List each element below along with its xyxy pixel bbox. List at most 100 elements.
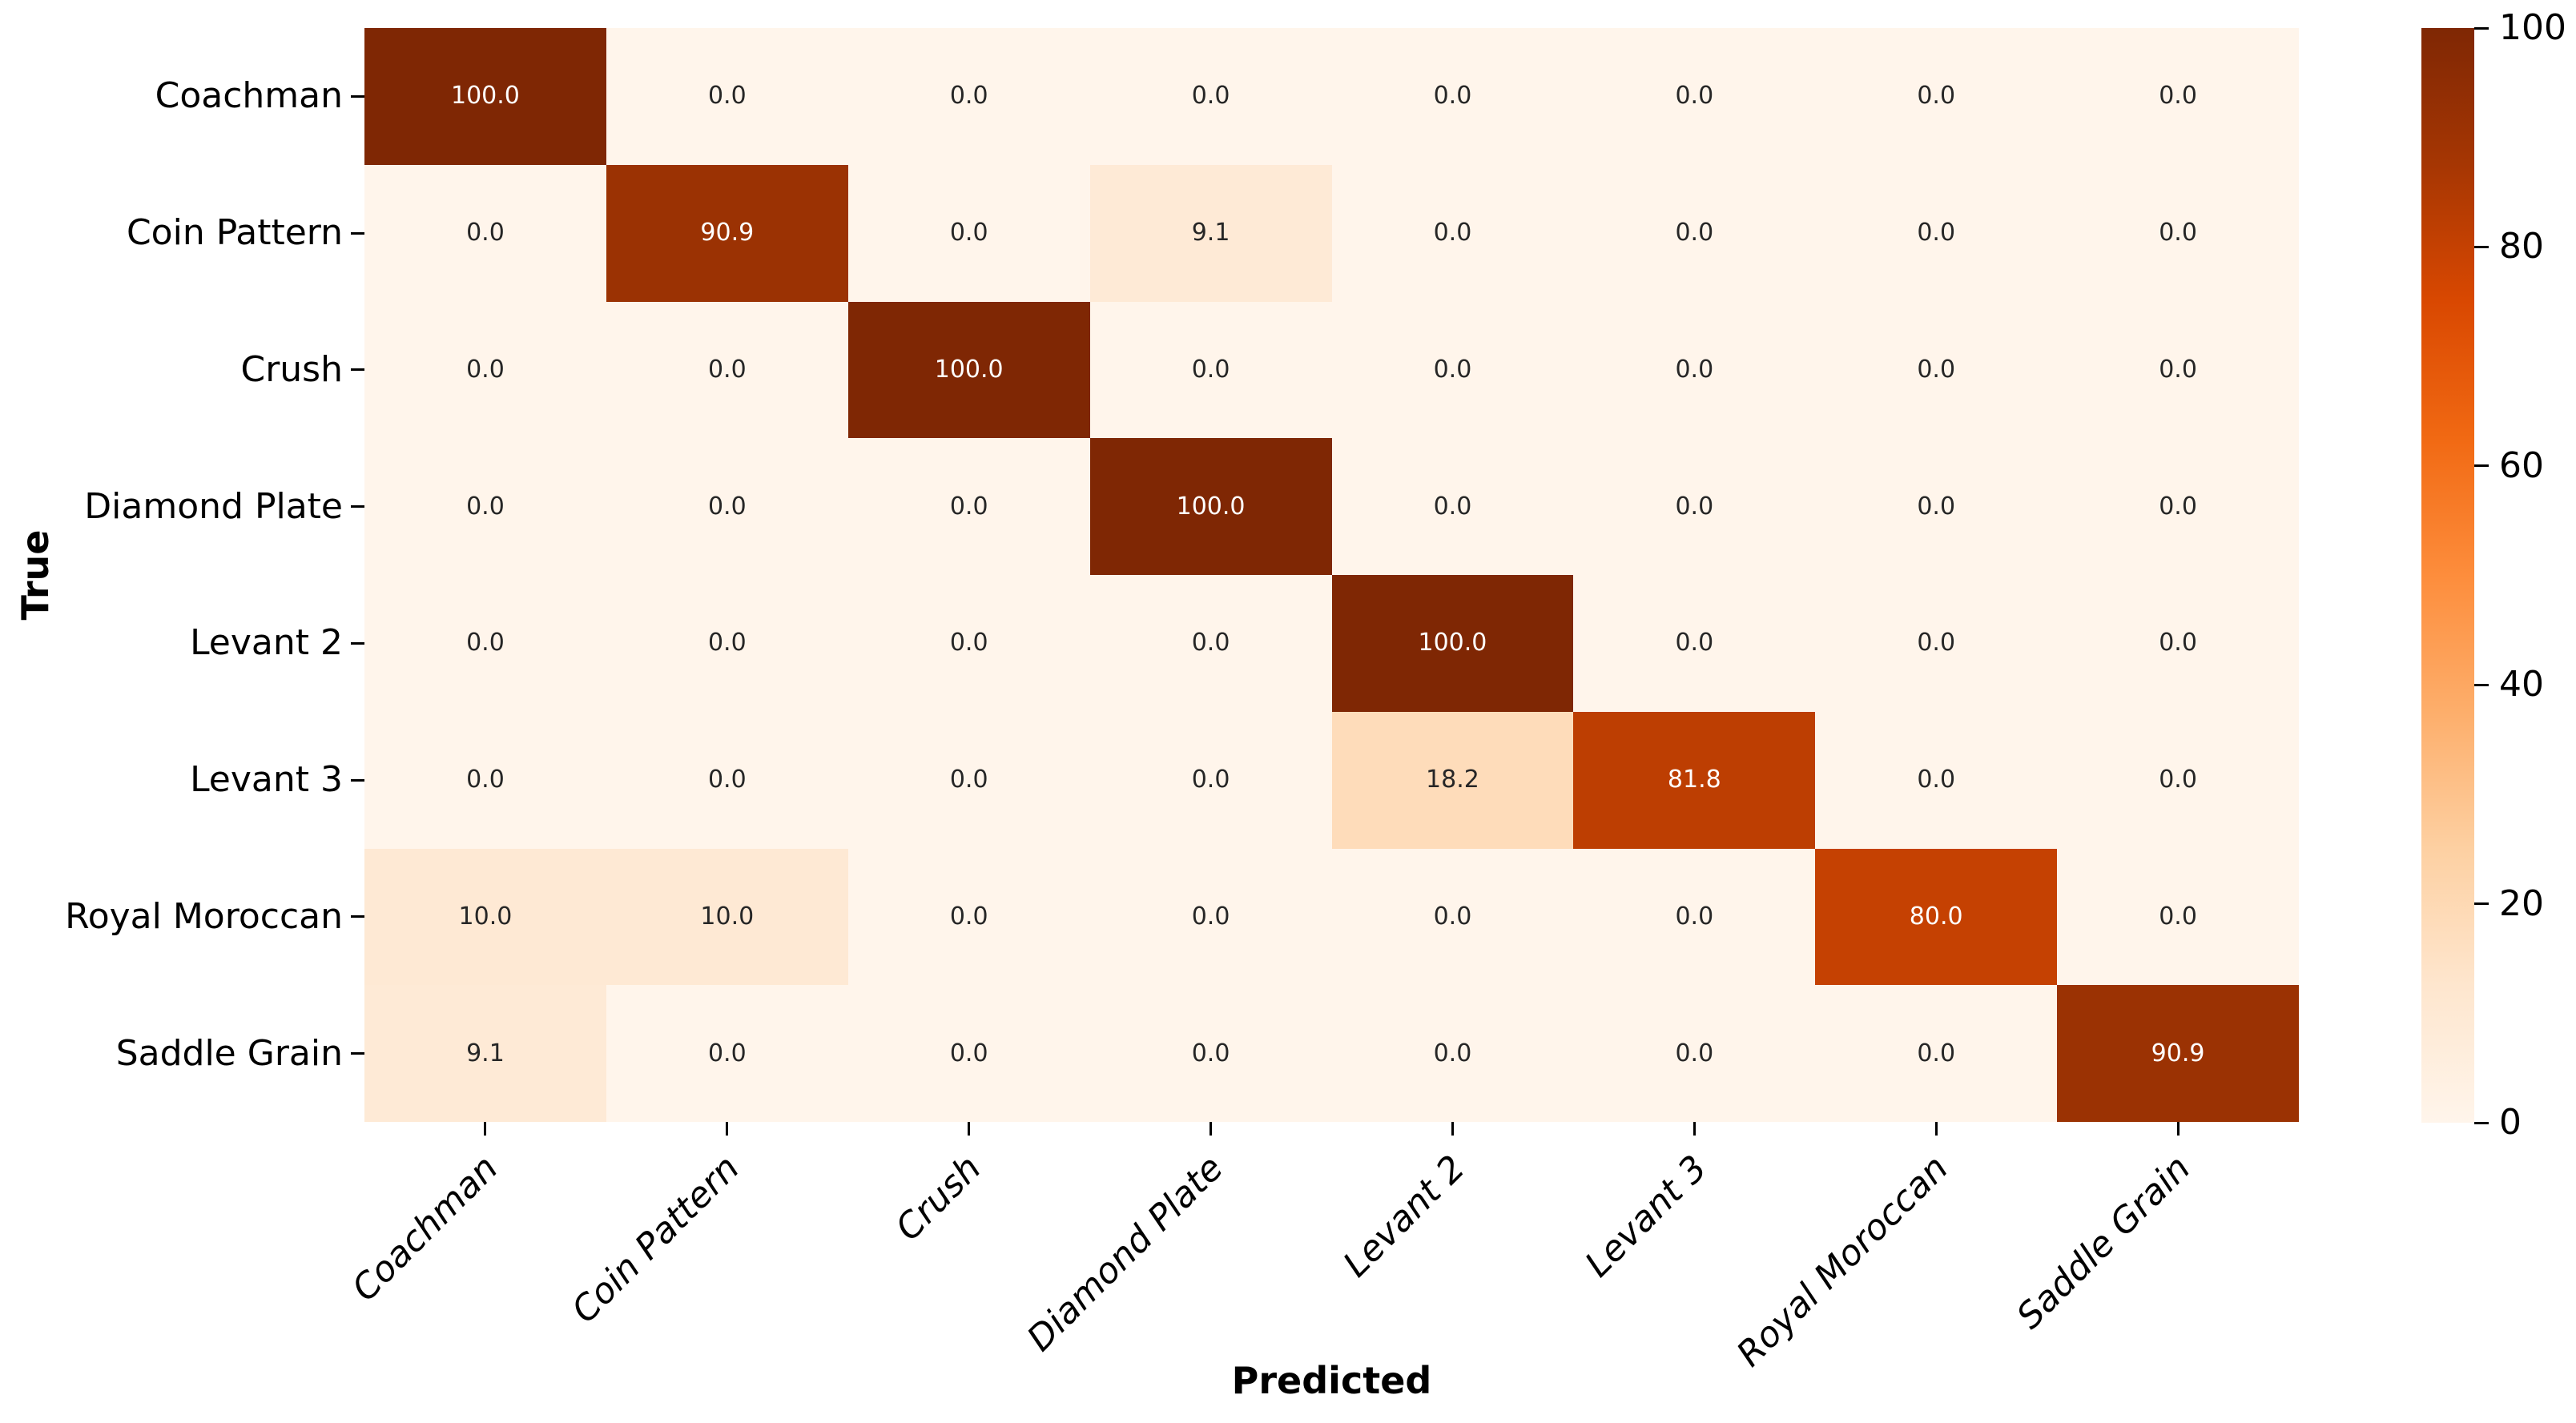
heatmap-cell: 0.0	[2057, 438, 2299, 575]
heatmap-cell: 0.0	[1089, 711, 1332, 849]
heatmap-cell: 0.0	[1815, 575, 2058, 712]
y-tick-mark	[351, 778, 364, 782]
heatmap-cell: 0.0	[1815, 711, 2058, 849]
heatmap-cell: 0.0	[606, 301, 848, 439]
heatmap-cell: 0.0	[364, 164, 606, 302]
heatmap-cell: 0.0	[1331, 301, 1574, 439]
y-tick-mark	[351, 641, 364, 645]
x-tick-mark	[1934, 1122, 1938, 1136]
colorbar-tick-mark	[2474, 464, 2489, 468]
heatmap-cell: 81.8	[1573, 711, 1816, 849]
heatmap-cell: 0.0	[606, 985, 848, 1122]
heatmap-cell: 0.0	[1815, 438, 2058, 575]
heatmap-cell: 0.0	[1573, 28, 1816, 165]
y-tick-mark	[351, 368, 364, 372]
x-tick-label: Coin Pattern	[564, 1148, 748, 1332]
heatmap-cell: 0.0	[1331, 28, 1574, 165]
heatmap-cell: 80.0	[1815, 848, 2058, 986]
y-tick-label: Coachman	[155, 75, 343, 117]
x-tick-label: Crush	[888, 1148, 989, 1249]
heatmap-cell: 0.0	[1573, 301, 1816, 439]
x-tick-label: Levant 3	[1576, 1148, 1715, 1285]
heatmap-cell: 0.0	[847, 711, 1090, 849]
y-tick-mark	[351, 94, 364, 98]
y-tick-label: Coin Pattern	[126, 212, 343, 254]
y-tick-label: Levant 2	[190, 622, 343, 664]
heatmap-cell: 0.0	[606, 28, 848, 165]
y-tick-label: Saddle Grain	[115, 1032, 343, 1074]
heatmap-cell: 100.0	[847, 301, 1090, 439]
heatmap-cell: 0.0	[847, 28, 1090, 165]
heatmap-cell: 10.0	[606, 848, 848, 986]
heatmap-cell: 100.0	[1331, 575, 1574, 712]
heatmap-cell: 0.0	[2057, 711, 2299, 849]
heatmap-cell: 9.1	[364, 985, 606, 1122]
heatmap-cell: 0.0	[1573, 985, 1816, 1122]
y-tick-label: Royal Moroccan	[65, 895, 343, 937]
x-tick-mark	[1451, 1122, 1454, 1136]
heatmap-cell: 0.0	[606, 711, 848, 849]
colorbar-tick-label: 60	[2499, 444, 2544, 486]
y-axis-title: True	[14, 529, 57, 621]
y-tick-label: Crush	[240, 348, 343, 390]
heatmap-cell: 0.0	[364, 575, 606, 712]
colorbar-tick-label: 100	[2499, 7, 2566, 48]
heatmap-cell: 0.0	[847, 848, 1090, 986]
heatmap-cell: 0.0	[1331, 848, 1574, 986]
x-tick-mark	[2176, 1122, 2180, 1136]
x-tick-mark	[484, 1122, 487, 1136]
heatmap-cell: 0.0	[1331, 164, 1574, 302]
y-tick-label: Diamond Plate	[84, 485, 343, 527]
heatmap-cell: 0.0	[1089, 985, 1332, 1122]
y-tick-mark	[351, 1052, 364, 1055]
colorbar-tick-label: 80	[2499, 226, 2544, 267]
heatmap-cell: 90.9	[606, 164, 848, 302]
heatmap-cell: 0.0	[847, 438, 1090, 575]
heatmap-cell: 0.0	[1573, 164, 1816, 302]
colorbar-tick-label: 0	[2499, 1102, 2522, 1143]
x-tick-label: Saddle Grain	[2008, 1148, 2199, 1337]
heatmap-cell: 0.0	[1573, 848, 1816, 986]
heatmap-cell: 0.0	[847, 575, 1090, 712]
heatmap-cell: 0.0	[1815, 164, 2058, 302]
heatmap-cell: 0.0	[847, 985, 1090, 1122]
heatmap-grid: 100.0 0.0 0.0 0.0 0.0 0.0 0.0 0.0 0.0 90.9 0.0 9.1 0…	[364, 28, 2299, 1122]
heatmap-cell: 0.0	[2057, 164, 2299, 302]
x-axis-title: Predicted	[1231, 1359, 1432, 1402]
heatmap-cell: 0.0	[1331, 438, 1574, 575]
heatmap-cell: 0.0	[1815, 985, 2058, 1122]
y-tick-label: Levant 3	[190, 759, 343, 801]
heatmap-cell: 0.0	[1089, 301, 1332, 439]
heatmap-cell: 0.0	[2057, 575, 2299, 712]
colorbar-gradient	[2421, 28, 2474, 1123]
x-tick-label: Levant 2	[1335, 1148, 1473, 1285]
heatmap-cell: 0.0	[2057, 28, 2299, 165]
heatmap-cell: 0.0	[364, 711, 606, 849]
colorbar-tick-mark	[2474, 245, 2489, 248]
heatmap-cell: 18.2	[1331, 711, 1574, 849]
heatmap-cell: 0.0	[1331, 985, 1574, 1122]
colorbar-tick-mark	[2474, 26, 2489, 30]
x-tick-label: Coachman	[344, 1148, 506, 1309]
heatmap-cell: 0.0	[1089, 848, 1332, 986]
heatmap-cell: 9.1	[1089, 164, 1332, 302]
colorbar	[2421, 28, 2474, 1123]
heatmap-cell: 0.0	[364, 301, 606, 439]
heatmap-cell: 0.0	[606, 575, 848, 712]
heatmap-cell: 0.0	[1573, 575, 1816, 712]
heatmap-cell: 10.0	[364, 848, 606, 986]
y-tick-mark	[351, 231, 364, 235]
heatmap-cell: 0.0	[606, 438, 848, 575]
x-tick-mark	[1210, 1122, 1213, 1136]
heatmap-cell: 0.0	[1089, 575, 1332, 712]
x-tick-mark	[968, 1122, 971, 1136]
x-tick-label: Royal Moroccan	[1729, 1148, 1957, 1375]
heatmap-cell: 0.0	[2057, 301, 2299, 439]
heatmap-cell: 0.0	[2057, 848, 2299, 986]
colorbar-tick-mark	[2474, 683, 2489, 686]
x-tick-label: Diamond Plate	[1019, 1148, 1231, 1360]
colorbar-tick-mark	[2474, 902, 2489, 906]
heatmap-cell: 0.0	[364, 438, 606, 575]
heatmap-cell: 0.0	[1815, 28, 2058, 165]
x-tick-mark	[726, 1122, 729, 1136]
